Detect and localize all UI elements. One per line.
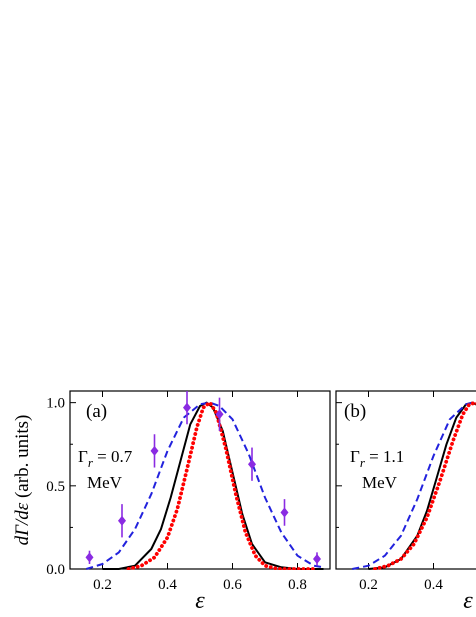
y-tick-label: 1.0 — [46, 396, 65, 412]
y-axis-label: dΓ/dε (arb. units) — [12, 415, 33, 546]
panel-a-annotation: Γr = 0.7 — [78, 447, 133, 470]
panel-b-annotation-unit: MeV — [362, 473, 398, 492]
y-axis-label-rest: (arb. units) — [12, 415, 33, 503]
gamma-value: = 1.1 — [365, 447, 404, 466]
data-point-marker — [183, 402, 191, 413]
series-dotted-line — [126, 400, 316, 570]
series-dotted-line — [373, 400, 476, 570]
data-point-marker — [150, 445, 159, 456]
panel-b-ticks: 0.2 0.4 — [336, 391, 443, 593]
x-tick-label: 0.6 — [223, 577, 242, 593]
data-point-marker — [215, 409, 224, 420]
data-point-marker — [85, 552, 94, 563]
panel-b-label: (b) — [344, 401, 366, 422]
x-tick-label: 0.2 — [359, 577, 378, 593]
panel-b-frame — [335, 390, 476, 570]
panel-a: 0.2 0.4 0.6 0.8 0.0 0.5 1.0 (a) Γr = 0.7 MeV ε — [46, 390, 331, 614]
panel-b: 0.2 0.4 (b) Γr = 1.1 MeV ε — [335, 390, 476, 614]
y-tick-label: 0.0 — [46, 562, 65, 578]
series-dashed-line — [352, 401, 476, 570]
gamma-symbol: Γ — [78, 447, 88, 466]
panel-a-plot-area — [85, 391, 324, 570]
x-tick-label: 0.4 — [424, 577, 443, 593]
x-tick-label: 0.2 — [93, 577, 112, 593]
x-tick-label: 0.4 — [158, 577, 177, 593]
panel-b-annotation: Γr = 1.1 — [350, 447, 404, 470]
data-point-marker — [313, 554, 321, 565]
series-dashed-line — [86, 401, 324, 570]
data-point-marker — [248, 459, 256, 470]
data-point-marker — [118, 515, 126, 526]
series-solid-line — [102, 401, 324, 570]
panel-a-x-axis-label: ε — [195, 588, 205, 614]
x-tick-label: 0.8 — [288, 577, 307, 593]
gamma-subscript: r — [88, 455, 94, 470]
panel-a-label: (a) — [86, 401, 107, 422]
gamma-subscript: r — [360, 455, 366, 470]
gamma-symbol: Γ — [350, 447, 360, 466]
panel-b-plot-area — [352, 400, 476, 570]
gamma-value: = 0.7 — [93, 447, 133, 466]
panel-b-x-axis-label: ε — [463, 588, 473, 614]
y-axis-label-main: dΓ/dε — [12, 502, 33, 545]
data-point-marker — [280, 507, 289, 518]
y-tick-label: 0.5 — [46, 479, 65, 495]
panel-a-annotation-unit: MeV — [87, 473, 123, 492]
panel-a-frame — [69, 390, 331, 570]
